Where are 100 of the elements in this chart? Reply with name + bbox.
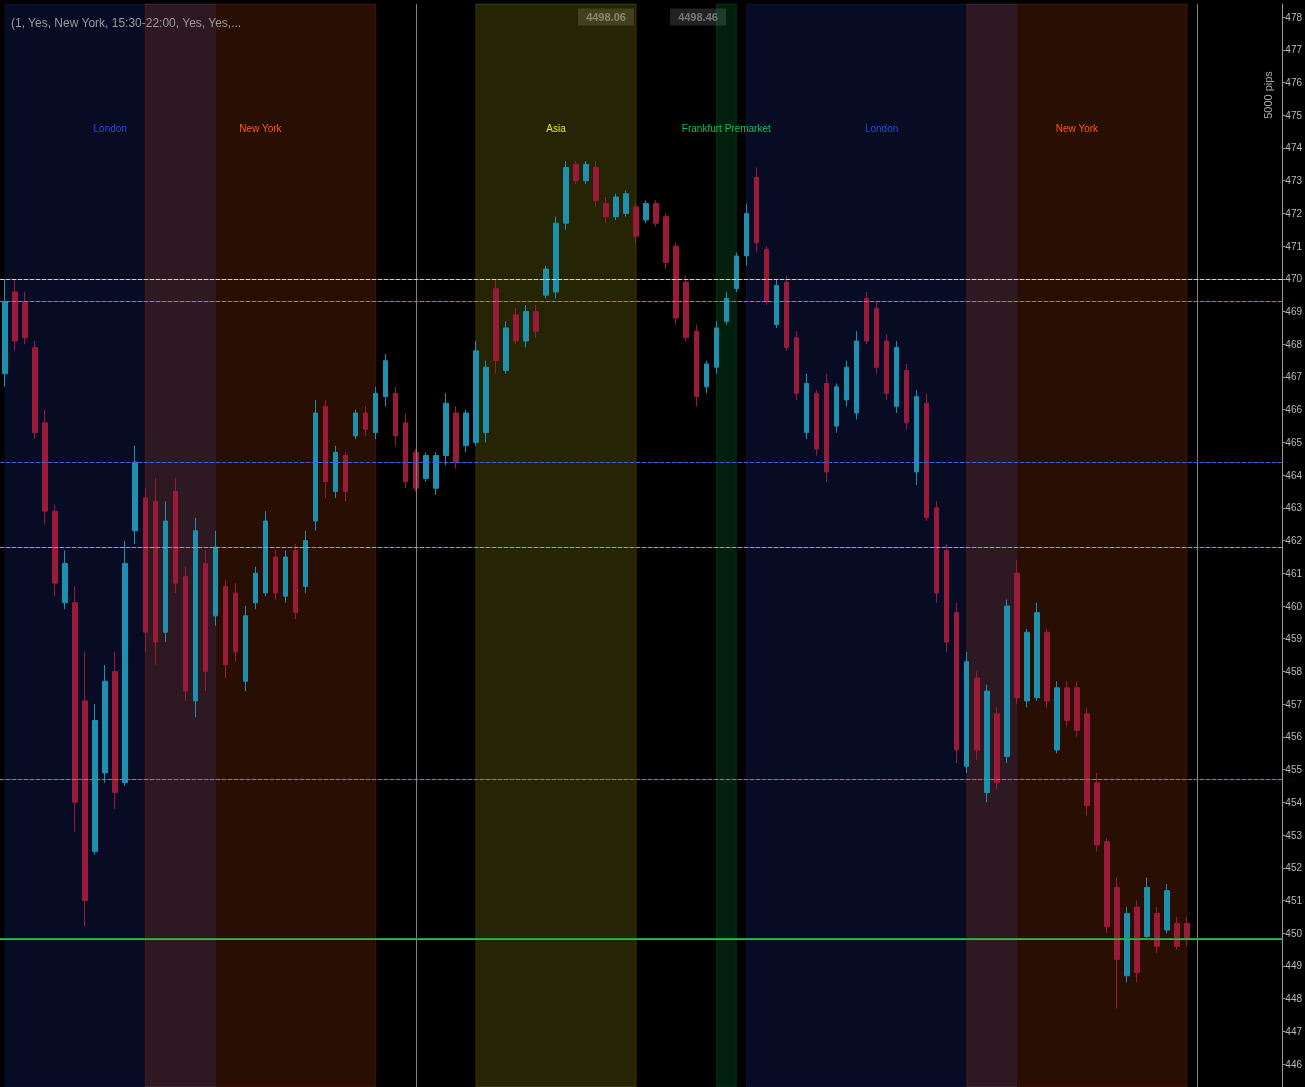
candlestick: [814, 389, 819, 457]
candlestick: [112, 651, 118, 810]
annotation: New York: [1055, 123, 1100, 134]
candlestick: [463, 409, 469, 453]
candlestick: [333, 445, 338, 499]
candlestick: [533, 304, 539, 339]
candlestick: [984, 684, 990, 803]
candlestick: [673, 242, 679, 326]
candlestick: [573, 160, 579, 185]
candlestick: [62, 549, 68, 610]
candlestick: [503, 320, 509, 375]
y-tick-label: 455: [1285, 764, 1303, 776]
candlestick: [303, 530, 308, 594]
candlestick: [663, 212, 669, 270]
candlestick: [52, 504, 58, 597]
y-tick-label: 458: [1285, 665, 1303, 677]
candlestick: [12, 278, 18, 352]
candlestick: [1134, 900, 1140, 983]
candlestick: [163, 500, 168, 643]
candlestick: [734, 252, 739, 293]
candlestick: [954, 602, 959, 764]
candlestick: [864, 291, 869, 345]
candlestick: [1104, 837, 1110, 934]
candlestick: [1164, 883, 1170, 934]
candlestick: [203, 549, 208, 692]
y-tick-label: 452: [1285, 862, 1303, 874]
y-tick-label: 457: [1285, 698, 1303, 710]
candlestick: [694, 324, 699, 407]
candlestick: [423, 451, 429, 483]
candlestick: [1074, 680, 1080, 738]
candlestick: [633, 203, 639, 244]
y-tick-label: 454: [1285, 796, 1303, 808]
candlestick: [724, 291, 729, 326]
y-tick-label: 475: [1285, 109, 1303, 121]
candlestick: [543, 265, 549, 299]
candlestick: [1054, 680, 1060, 754]
annotation: Asia: [546, 123, 567, 134]
candlestick: [132, 445, 138, 545]
y-tick-label: 467: [1285, 371, 1303, 383]
y-tick-label: 462: [1285, 535, 1303, 547]
candlestick: [1034, 602, 1040, 702]
candlestick: [373, 386, 378, 440]
candlestick: [353, 409, 358, 440]
candlestick: [473, 340, 479, 447]
candlestick: [323, 399, 328, 499]
candlestick: [894, 340, 899, 414]
candlestick: [844, 360, 849, 407]
candlestick: [223, 579, 228, 679]
candlestick: [243, 605, 248, 692]
y-tick-label: 471: [1285, 240, 1303, 252]
candlestick: [683, 275, 689, 342]
candlestick: [1174, 916, 1180, 951]
candlestick: [193, 517, 198, 718]
candlestick: [553, 216, 559, 299]
y-tick-label: 476: [1285, 77, 1303, 89]
candlestick: [383, 353, 388, 407]
candlestick: [283, 549, 288, 604]
candlestick: [1084, 706, 1090, 816]
candlestick: [493, 278, 499, 375]
candlestick: [443, 392, 449, 466]
candlestick: [1144, 877, 1150, 941]
candlestick: [293, 543, 298, 620]
candlestick: [794, 330, 799, 401]
candlestick: [874, 301, 879, 375]
candlestick: [1064, 680, 1070, 728]
y-tick-label: 453: [1285, 829, 1303, 841]
candlestick: [1024, 628, 1030, 708]
candlestick: [613, 193, 619, 221]
candlestick: [653, 199, 659, 227]
candlestick: [994, 706, 1000, 790]
candlestick: [1014, 559, 1020, 705]
candlestick: [854, 330, 859, 421]
annotation: London: [864, 123, 899, 134]
y-tick-label: 446: [1285, 1058, 1303, 1070]
candlestick: [1094, 772, 1100, 852]
annotation: Frankfurt Premarket: [681, 123, 771, 134]
candlestick: [403, 412, 408, 489]
y-tick-label: 472: [1285, 207, 1303, 219]
y-tick-label: 460: [1285, 600, 1303, 612]
y-tick-label: 477: [1285, 44, 1303, 56]
candlestick: [784, 275, 789, 352]
candlestick: [273, 549, 278, 600]
candlestick: [263, 510, 268, 597]
candlestick: [523, 304, 529, 349]
candlestick: [433, 451, 439, 496]
candlestick: [183, 566, 188, 702]
annotation: 5000 pips: [1262, 70, 1274, 119]
candlestick: [804, 373, 809, 440]
candlestick: [1154, 906, 1160, 954]
candlestick: [343, 451, 348, 502]
y-tick-label: 447: [1285, 1025, 1303, 1037]
candlestick: [153, 477, 158, 666]
candlestick: [623, 190, 629, 218]
candlestick: [744, 203, 749, 267]
y-tick-label: 456: [1285, 731, 1303, 743]
candlestick: [583, 160, 589, 185]
candlestick: [82, 651, 88, 928]
y-tick-label: 470: [1285, 273, 1303, 285]
y-tick-label: 461: [1285, 567, 1303, 579]
candlestick: [714, 320, 719, 375]
